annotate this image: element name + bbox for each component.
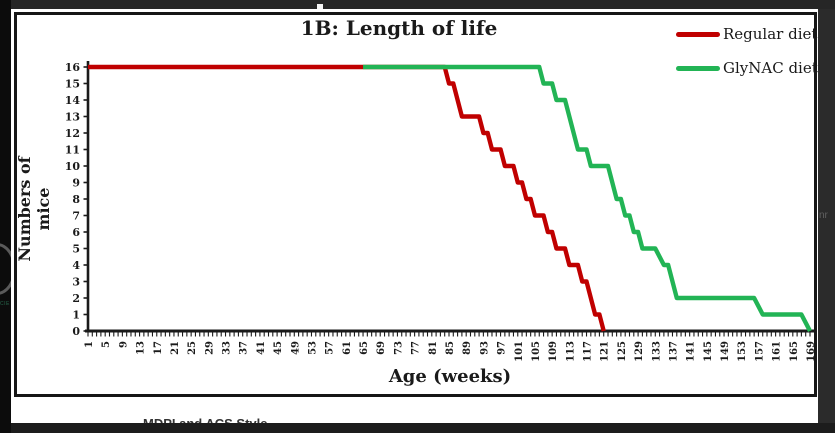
top-screen-edge — [0, 0, 835, 9]
x-axis-title: Age (weeks) — [388, 366, 512, 387]
legend-item-regular-diet: Regular diet — [676, 24, 818, 44]
legend-label-regular-diet: Regular diet — [723, 25, 818, 43]
top-edge-notch — [317, 4, 323, 9]
glynac-diet-line-swatch — [676, 65, 720, 71]
occluded-logo-arc — [0, 243, 11, 295]
legend-item-glynac-diet: GlyNAC diet — [676, 58, 818, 78]
legend: Regular diet GlyNAC diet — [676, 24, 818, 92]
legend-label-glynac-diet: GlyNAC diet — [723, 59, 818, 77]
left-screen-edge: CIE — [0, 0, 11, 433]
right-screen-edge — [818, 0, 835, 433]
chart-title: 1B: Length of life — [300, 16, 498, 40]
occluded-text-fragment-right: nr — [819, 210, 828, 221]
y-axis-title: Numbers of mice — [15, 156, 53, 262]
occluded-text-fragment-left: CIE — [0, 301, 10, 307]
regular-diet-line-swatch — [676, 31, 720, 37]
bottom-screen-edge — [0, 423, 835, 433]
